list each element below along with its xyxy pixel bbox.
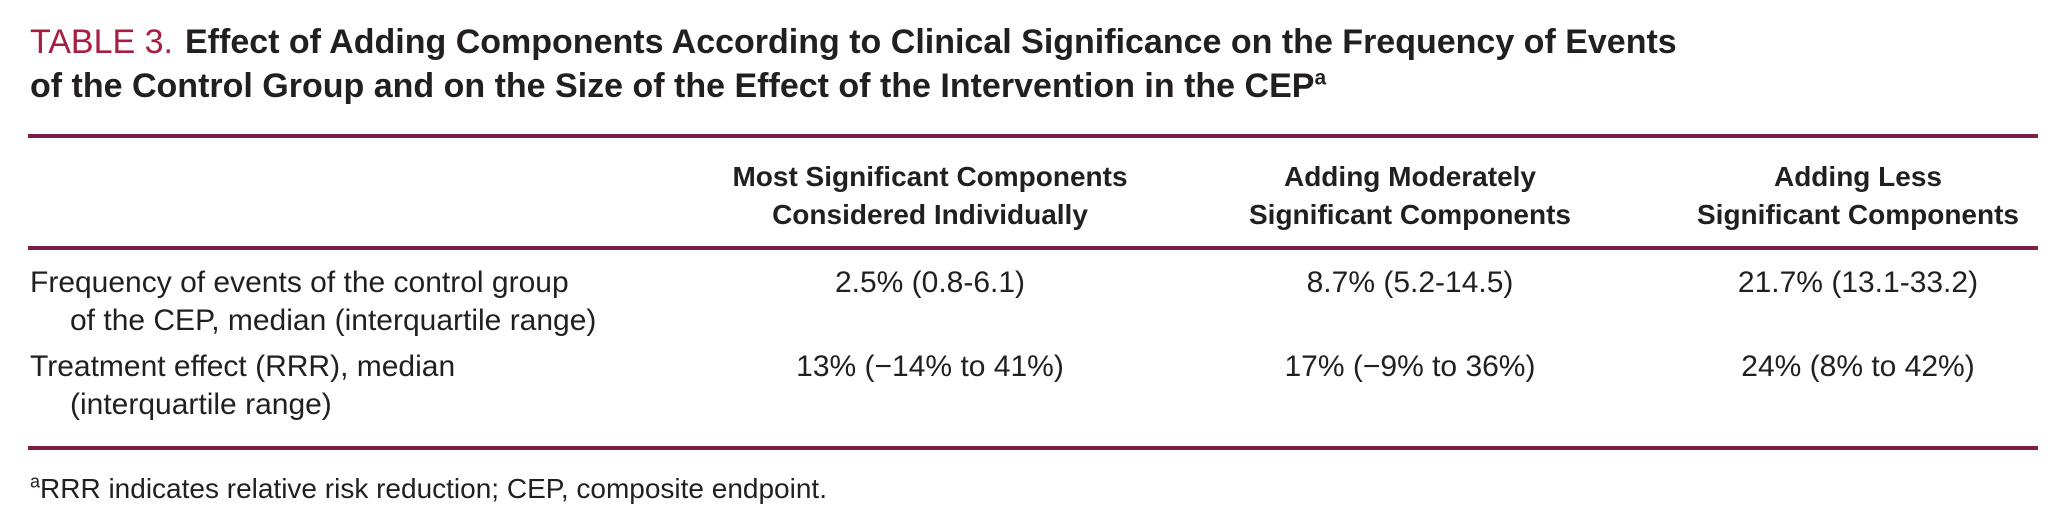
row-label: Treatment effect (RRR), median (interqua… [0, 348, 690, 424]
column-header-adding-less: Adding Less Significant Components [1650, 158, 2066, 234]
column-header-text: Most Significant Components [732, 161, 1128, 192]
column-header-text: Adding Less [1773, 161, 1942, 192]
table-title-line-1: TABLE 3. Effect of Adding Components Acco… [30, 20, 2038, 64]
row-label-line-1: Treatment effect (RRR), median [30, 350, 456, 383]
column-header-text: Significant Components [1697, 199, 2019, 230]
row-label-line-1: Frequency of events of the control group [30, 266, 569, 299]
footnote-text: RRR indicates relative risk reduction; C… [40, 473, 827, 504]
table-header-row: Most Significant Components Considered I… [0, 138, 2066, 246]
column-header-text: Considered Individually [772, 199, 1088, 230]
table-footnote: aRRR indicates relative risk reduction; … [30, 472, 2038, 506]
column-header-most-significant: Most Significant Components Considered I… [690, 158, 1170, 234]
table-row-frequency-of-events: Frequency of events of the control group… [0, 264, 2066, 340]
row-label-line-2: of the CEP, median (interquartile range) [70, 304, 597, 337]
table-body: Frequency of events of the control group… [0, 250, 2066, 446]
table-bottom-rule [28, 446, 2038, 450]
top-rule [28, 134, 2038, 138]
cell-value: 17% (−9% to 36%) [1284, 350, 1536, 383]
footnote-marker: a [30, 471, 41, 492]
row-label: Frequency of events of the control group… [0, 264, 690, 340]
column-header-text: Adding Moderately [1283, 161, 1536, 192]
cell-value: 8.7% (5.2-14.5) [1306, 266, 1514, 299]
column-header-text: Significant Components [1249, 199, 1571, 230]
cell-value: 24% (8% to 42%) [1741, 350, 1975, 383]
title-footnote-marker: a [1314, 66, 1327, 90]
table-number-label: TABLE 3. [30, 23, 173, 61]
table-title-text-2: of the Control Group and on the Size of … [30, 67, 1315, 105]
row-label-line-2: (interquartile range) [70, 388, 332, 421]
cell-value: 21.7% (13.1-33.2) [1737, 266, 1979, 299]
header-bottom-rule [28, 246, 2038, 250]
table-row-treatment-effect: Treatment effect (RRR), median (interqua… [0, 348, 2066, 424]
table-title-line-2: of the Control Group and on the Size of … [30, 64, 2038, 108]
cell-value: 2.5% (0.8-6.1) [834, 266, 1026, 299]
table-title-text-1: Effect of Adding Components According to… [185, 23, 1677, 61]
cell-value: 13% (−14% to 41%) [796, 350, 1064, 383]
column-header-adding-moderately: Adding Moderately Significant Components [1170, 158, 1650, 234]
table-title: TABLE 3. Effect of Adding Components Acco… [30, 20, 2038, 108]
